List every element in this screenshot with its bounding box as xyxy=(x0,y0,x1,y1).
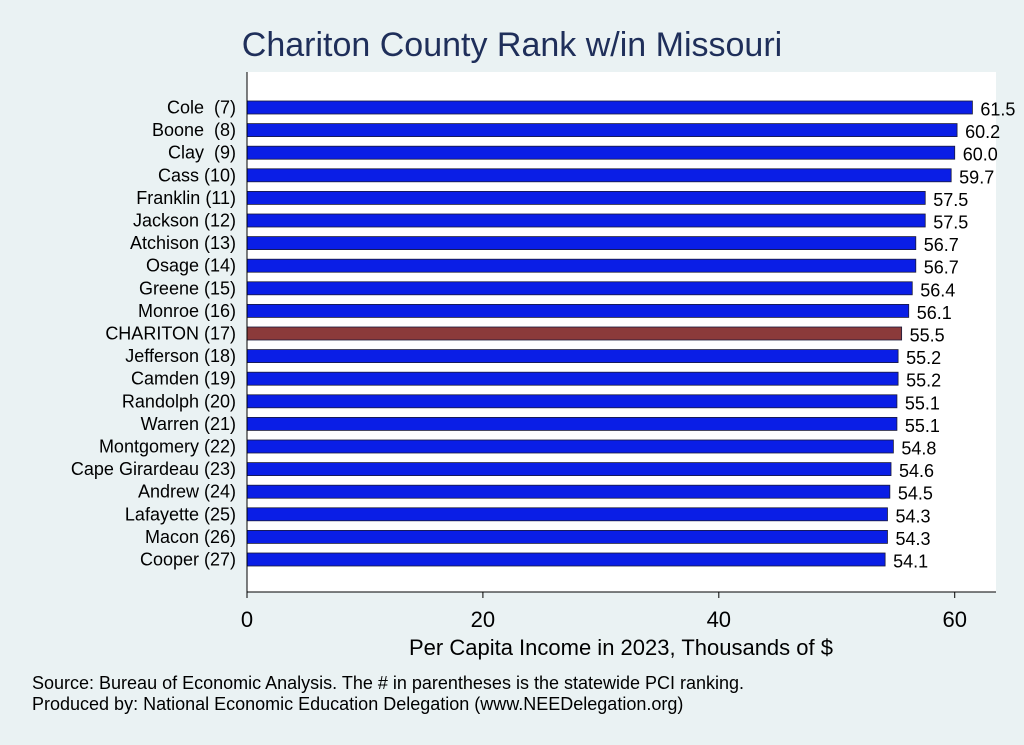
category-label: Cape Girardeau (23) xyxy=(71,459,236,479)
category-label: Montgomery (22) xyxy=(99,437,236,457)
source-note: Source: Bureau of Economic Analysis. The… xyxy=(32,673,745,693)
category-label: Cass (10) xyxy=(158,165,236,185)
value-label: 55.2 xyxy=(906,371,941,391)
bar xyxy=(246,236,917,251)
value-label: 54.3 xyxy=(895,529,930,549)
bar-chart: Cole (7)Boone (8) Clay (9)Cass (10) Frankl… xyxy=(71,72,1015,660)
value-label: 54.1 xyxy=(893,552,928,572)
value-label: 54.5 xyxy=(898,484,933,504)
bar xyxy=(246,281,913,296)
category-label: CHARITON (17) xyxy=(105,324,236,344)
category-label: Warren (21) xyxy=(141,414,236,434)
category-label: Franklin (11) xyxy=(136,188,236,208)
category-label: Jackson (12) xyxy=(133,211,236,231)
category-label: Camden (19) xyxy=(131,369,236,389)
x-tick-label: 0 xyxy=(241,607,253,632)
value-label: 56.7 xyxy=(924,258,959,278)
x-tick-label: 60 xyxy=(942,607,966,632)
value-label: 57.5 xyxy=(933,190,968,210)
value-label: 55.1 xyxy=(905,416,940,436)
category-label: Jefferson (18) xyxy=(125,346,236,366)
x-tick-label: 20 xyxy=(471,607,495,632)
value-label: 60.2 xyxy=(965,122,1000,142)
category-label: Lafayette (25) xyxy=(125,504,236,524)
bar xyxy=(246,213,926,228)
value-label: 60.0 xyxy=(963,145,998,165)
bar xyxy=(246,349,899,364)
bar xyxy=(246,123,958,137)
category-label: Cole (7) xyxy=(167,98,236,118)
value-label: 55.2 xyxy=(906,348,941,368)
value-label: 55.1 xyxy=(905,393,940,413)
category-label: Monroe (16) xyxy=(138,301,236,321)
bar xyxy=(246,530,888,544)
bar xyxy=(246,507,888,522)
value-label: 54.6 xyxy=(899,461,934,481)
bar xyxy=(246,303,910,318)
category-label: Osage (14) xyxy=(146,256,236,276)
bar xyxy=(246,371,899,386)
category-label: Boone (8) xyxy=(152,120,236,140)
bar xyxy=(246,190,926,205)
produced-note: Produced by: National Economic Education… xyxy=(32,694,684,714)
value-label: 59.7 xyxy=(959,167,994,187)
value-label: 57.5 xyxy=(933,213,968,233)
footer: Source: Bureau of Economic Analysis. The… xyxy=(32,673,744,715)
bar xyxy=(246,416,898,431)
value-label: 54.8 xyxy=(901,439,936,459)
category-label: Macon (26) xyxy=(145,527,236,547)
category-label: Randolph (20) xyxy=(122,391,236,411)
x-tick-label: 40 xyxy=(707,607,731,632)
value-label: 56.4 xyxy=(920,280,955,300)
category-label: Cooper (27) xyxy=(140,550,236,570)
bar xyxy=(246,439,894,454)
bar xyxy=(246,168,952,183)
bar xyxy=(246,100,973,115)
chart-title: Chariton County Rank w/in Missouri xyxy=(241,26,783,64)
bar xyxy=(246,462,892,477)
value-label: 55.5 xyxy=(910,326,945,346)
value-label: 56.1 xyxy=(917,303,952,323)
bar xyxy=(246,552,886,567)
category-label: Atchison (13) xyxy=(130,233,236,253)
bar xyxy=(246,484,891,499)
value-label: 56.7 xyxy=(924,235,959,255)
category-label: Greene (15) xyxy=(139,278,236,298)
value-label: 61.5 xyxy=(980,100,1015,120)
bar xyxy=(246,394,898,409)
x-axis-label: Per Capita Income in 2023, Thousands of … xyxy=(409,635,833,660)
category-label: Clay (9) xyxy=(168,143,236,163)
value-label: 54.3 xyxy=(895,506,930,526)
category-label: Andrew (24) xyxy=(138,482,236,502)
bar xyxy=(246,258,917,273)
bar-highlight xyxy=(246,326,903,341)
bar xyxy=(246,145,956,160)
